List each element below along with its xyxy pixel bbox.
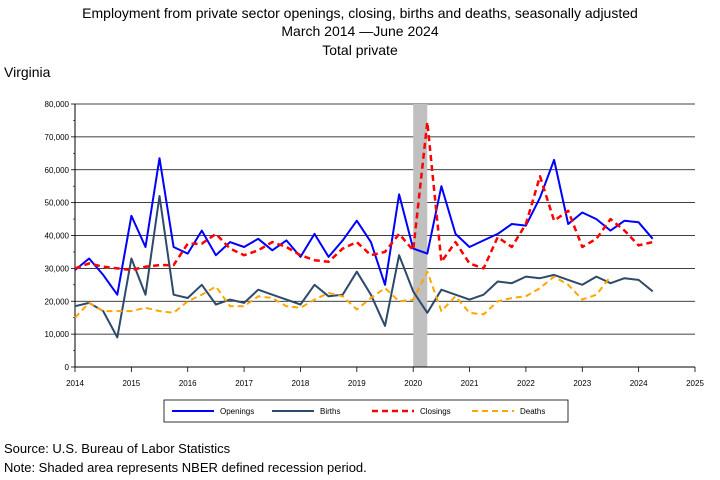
x-tick-label: 2018 — [292, 379, 310, 388]
chart-page: Employment from private sector openings,… — [0, 0, 720, 480]
y-tick-label: 60,000 — [45, 166, 70, 175]
x-tick-label: 2024 — [630, 379, 648, 388]
x-tick-label: 2015 — [122, 379, 140, 388]
x-tick-label: 2025 — [686, 379, 704, 388]
y-tick-label: 10,000 — [45, 330, 70, 339]
line-chart: 0 10,000 20,000 30,000 40,000 50,000 60,000 70,… — [0, 0, 720, 480]
y-tick-label: 20,000 — [45, 297, 70, 306]
y-tick-label: 30,000 — [45, 264, 70, 273]
source-note: Source: U.S. Bureau of Labor Statistics — [4, 441, 230, 456]
legend-label-births: Births — [320, 407, 340, 416]
x-tick-label: 2022 — [517, 379, 535, 388]
legend-label-deaths: Deaths — [520, 407, 545, 416]
legend-label-openings: Openings — [220, 407, 254, 416]
x-tick-label: 2023 — [573, 379, 591, 388]
x-tick-label: 2019 — [348, 379, 366, 388]
y-tick-label: 70,000 — [45, 133, 70, 142]
x-tick-label: 2016 — [179, 379, 197, 388]
y-tick-label: 0 — [65, 363, 70, 372]
x-tick-label: 2021 — [461, 379, 479, 388]
x-tick-label: 2017 — [235, 379, 253, 388]
series-line-closings — [75, 122, 653, 270]
legend-label-closings: Closings — [420, 407, 451, 416]
y-tick-label: 50,000 — [45, 199, 70, 208]
y-tick-label: 40,000 — [45, 232, 70, 241]
series-line-openings — [75, 158, 653, 295]
x-tick-label: 2020 — [404, 379, 422, 388]
x-tick-label: 2014 — [66, 379, 84, 388]
y-tick-label: 80,000 — [45, 100, 70, 109]
recession-note: Note: Shaded area represents NBER define… — [4, 460, 367, 475]
